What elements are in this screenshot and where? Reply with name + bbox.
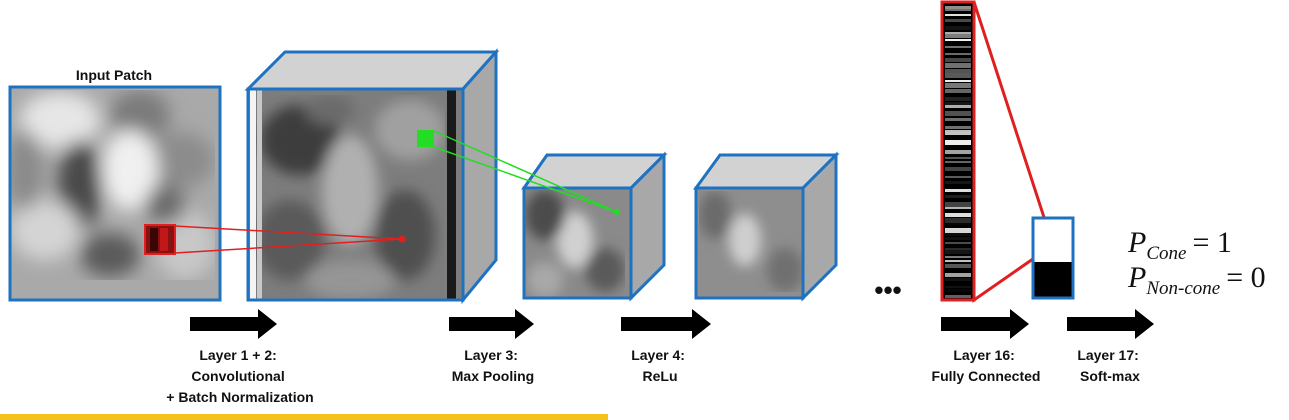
fc-feature-stripe (945, 278, 971, 281)
fc-feature-stripe (945, 111, 971, 116)
fc-feature-stripe (945, 118, 971, 121)
conv-receptive-field (417, 130, 434, 147)
fc-feature-stripe (945, 6, 971, 9)
red-connector (174, 225, 406, 254)
fc-feature-stripe (945, 195, 971, 198)
highlight-bar (0, 414, 608, 420)
fc-feature-stripe (945, 295, 971, 298)
layer-arrows (190, 309, 1154, 339)
fc-feature-stripe (945, 9, 971, 11)
fc-feature-stripe (945, 167, 971, 171)
fc-feature-stripe (945, 140, 971, 145)
arrow-layer-4 (621, 309, 711, 339)
fc-feature-stripe (945, 73, 971, 78)
fc-feature-stripe (945, 207, 971, 209)
fc-feature-stripe (945, 126, 971, 129)
ellipsis-dots: ••• (874, 275, 901, 305)
arrow-layer-16 (941, 309, 1029, 339)
fc-feature-stripe (945, 242, 971, 244)
conv-cube (244, 48, 500, 305)
fc-feature-stripe (945, 250, 971, 254)
fc-feature-stripe (945, 58, 971, 62)
fc-feature-stripe (945, 256, 971, 258)
fc-feature-stripe (945, 130, 971, 132)
fc-feature-stripe (945, 264, 971, 268)
fc-feature-stripe (945, 223, 971, 225)
fc-feature-stripe (945, 213, 971, 217)
output-non-cone-probability: PNon-cone = 0 (1127, 261, 1266, 299)
layer-17-label: Layer 17: Soft-max (1077, 347, 1142, 384)
fc-feature-stripe (945, 157, 971, 159)
fc-feature-stripe (945, 53, 971, 55)
fc-feature-stripe (945, 289, 971, 292)
relu-cube (693, 151, 840, 302)
fc-feature-stripe (945, 83, 971, 88)
layer-16-label: Layer 16: Fully Connected (932, 347, 1041, 384)
fc-feature-stripe (945, 32, 971, 34)
fc-feature-stripe (945, 181, 971, 184)
fc-feature-stripe (945, 189, 971, 192)
fc-feature-stripe (945, 102, 971, 105)
layer-1-2-label: Layer 1 + 2: Convolutional + Batch Norma… (166, 347, 313, 405)
fc-feature-stripe (945, 161, 971, 163)
fc-feature-stripe (945, 34, 971, 38)
fc-feature-stripe (945, 19, 971, 22)
fc-connector (972, 1, 1055, 303)
fc-feature-stripe (945, 46, 971, 48)
input-patch-title: Input Patch (76, 67, 152, 83)
fc-feature-stripe (945, 228, 971, 233)
fc-feature-stripe (945, 202, 971, 207)
pooling-cube (521, 151, 668, 302)
fc-feature-stripe (945, 233, 971, 236)
fully-connected-vector (940, 0, 976, 302)
fc-feature-stripe (945, 63, 971, 68)
fc-feature-stripe (945, 248, 971, 250)
fc-feature-stripe (945, 218, 971, 223)
layer-4-label: Layer 4: ReLu (631, 347, 689, 384)
fc-feature-stripe (945, 97, 971, 101)
fc-feature-stripe (945, 176, 971, 178)
input-patch-image (10, 87, 220, 300)
fc-feature-stripe (945, 89, 971, 93)
fc-feature-stripe (945, 273, 971, 277)
arrow-layer-3 (449, 309, 534, 339)
fc-feature-stripe (945, 14, 971, 16)
arrow-layer-1-2 (190, 309, 277, 339)
fc-feature-stripe (945, 150, 971, 154)
input-patch-frame (8, 85, 222, 302)
output-cone-probability: PCone = 1 (1127, 226, 1232, 264)
fc-feature-stripe (945, 286, 971, 288)
fc-feature-stripe (945, 237, 971, 240)
fc-feature-stripe (945, 260, 971, 262)
green-connector (433, 130, 620, 215)
layer-3-label: Layer 3: Max Pooling (452, 347, 534, 384)
arrow-layer-17 (1067, 309, 1154, 339)
fc-feature-stripe (945, 39, 971, 41)
softmax-output-box (1031, 216, 1075, 300)
fc-feature-stripe (945, 69, 971, 73)
fc-feature-stripe (945, 26, 971, 30)
fc-feature-stripe (945, 105, 971, 108)
fc-feature-stripe (945, 80, 971, 82)
fc-feature-stripe (945, 132, 971, 135)
